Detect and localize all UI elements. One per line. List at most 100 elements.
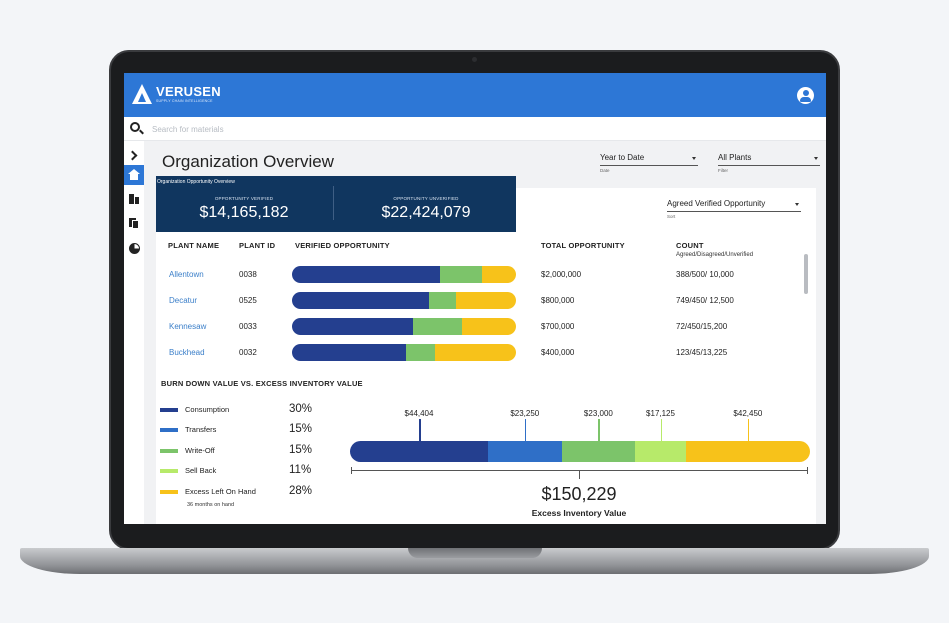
bar-segment [462,318,516,335]
unverified-label: OPPORTUNITY UNVERIFIED [393,196,459,201]
bracket-right [807,467,808,474]
total-opportunity: $400,000 [541,348,575,357]
bar-segment [292,266,440,283]
verified-label: OPPORTUNITY VERIFIED [214,196,274,201]
laptop-camera [472,57,477,62]
legend-swatch [160,427,178,432]
bar-segment [406,344,436,361]
bar-segment [482,266,516,283]
legend-label: Consumption [185,405,230,414]
burn-down-segment [561,441,636,462]
count-subheader: Agreed/Disagreed/Unverified [676,252,754,258]
expand-nav-button[interactable] [124,145,144,165]
search-icon[interactable] [130,122,140,132]
callout-value: $17,125 [646,409,675,418]
total-opportunity: $2,000,000 [541,270,582,279]
bar-segment [292,292,429,309]
verified-opportunity-bar [292,344,516,361]
legend-item: Write-Off [160,446,215,455]
callout-line [747,419,750,441]
unverified-summary: OPPORTUNITY UNVERIFIED $22,424,079 [338,196,514,222]
plant-name-link[interactable]: Kennesaw [169,322,207,331]
legend-swatch [160,468,178,473]
legend-percent: 15% [289,444,313,456]
plant-id: 0038 [239,270,257,279]
pie-chart-icon [128,242,140,254]
callout-value: $42,450 [733,409,763,418]
excess-inventory-total: $150,229 [541,484,617,504]
count-value: 749/450/ 12,500 [676,296,734,305]
verified-opportunity-bar [292,292,516,309]
date-filter-hint: Date [600,168,610,173]
table-scrollbar[interactable] [804,254,808,294]
nav-home[interactable] [124,165,144,185]
legend-item: Transfers [160,425,216,434]
chevron-right-icon [127,150,138,160]
burn-down-segment [488,441,562,462]
legend-percent: 11% [289,464,312,476]
plant-id: 0032 [239,348,257,357]
sort-hint: Sort [667,214,676,219]
legend-percent: 30% [289,403,313,415]
caret-down-icon [814,157,818,160]
callout-value: $23,250 [510,409,540,418]
caret-down-icon [692,157,696,160]
legend-swatch [160,448,178,453]
bracket-middle [579,470,580,479]
date-filter-select[interactable]: Year to Date Date [600,152,698,173]
count-value: 72/450/15,200 [676,322,728,331]
plant-name-link[interactable]: Decatur [169,296,198,305]
legend-swatch [160,407,178,412]
legend-label: Write-Off [185,446,215,455]
excess-months-note: 36 months on hand [187,502,235,508]
count-value: 388/500/ 10,000 [676,270,734,279]
verusen-logo[interactable]: VERUSEN SUPPLY CHAIN INTELLIGENCE [132,84,221,104]
burn-down-bar [350,441,810,462]
bracket-left [351,467,352,474]
nav-documents[interactable] [124,213,144,233]
col-plant-id: PLANT ID [239,241,276,250]
plant-id: 0033 [239,322,257,331]
nav-reports[interactable] [124,238,144,258]
bar-segment [292,344,407,361]
left-rail [124,141,144,524]
search-input[interactable] [152,121,652,137]
legend-label: Excess Left On Hand [185,487,256,496]
legend-label: Sell Back [185,466,217,475]
plant-name-link[interactable]: Buckhead [169,348,205,357]
building-icon [129,194,139,204]
plant-name-link[interactable]: Allentown [169,270,204,279]
col-total-opportunity: TOTAL OPPORTUNITY [541,241,625,250]
bar-segment [428,292,456,309]
count-value: 123/45/13,225 [676,348,728,357]
verified-summary: OPPORTUNITY VERIFIED $14,165,182 [156,196,332,222]
verified-value: $14,165,182 [199,204,289,221]
bar-segment [455,292,516,309]
bar-segment [439,266,483,283]
documents-icon [129,217,139,229]
sort-select[interactable]: Agreed Verified Opportunity Sort [667,198,801,219]
callout-value: $23,000 [583,409,613,418]
unverified-value: $22,424,079 [381,204,471,221]
total-opportunity: $700,000 [541,322,575,331]
summary-divider [333,186,334,220]
col-verified-opportunity: VERIFIED OPPORTUNITY [295,241,390,250]
plant-id: 0525 [239,296,257,305]
plant-filter-hint: Filter [718,168,728,173]
callout-line [419,419,421,441]
nav-plants[interactable] [124,189,144,209]
callout-line [524,419,527,441]
bar-segment [435,344,516,361]
page-title: Organization Overview [162,152,334,171]
plant-filter-select[interactable]: All Plants Filter [718,152,820,173]
account-icon[interactable] [797,87,814,104]
verified-opportunity-bar [292,318,516,335]
legend-percent: 15% [289,423,313,435]
summary-caption: Organization Opportunity Overview [157,179,235,185]
total-opportunity: $800,000 [541,296,575,305]
callout-line [660,419,662,441]
search-bar [124,117,826,141]
legend-item: Sell Back [160,466,216,475]
verified-opportunity-bar [292,266,516,283]
burn-down-title: BURN DOWN VALUE VS. EXCESS INVENTORY VAL… [161,379,363,388]
